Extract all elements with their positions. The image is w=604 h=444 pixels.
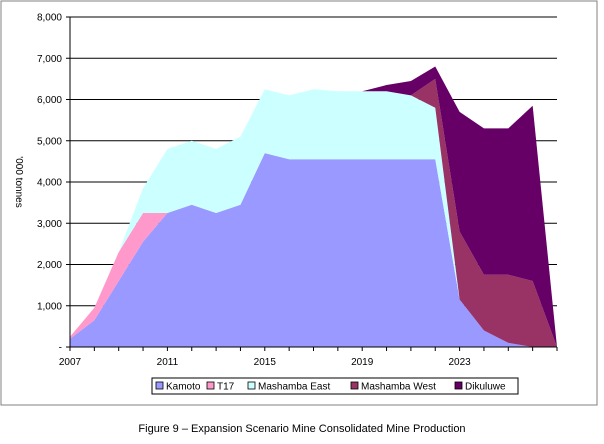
legend-swatch-mashamba-west (350, 381, 359, 390)
x-tick-label: 2007 (59, 357, 82, 368)
area-mashamba-west (70, 78, 557, 347)
area-series (70, 66, 557, 347)
area-mashamba-east (70, 89, 557, 347)
y-tick-label: 7,000 (37, 54, 62, 65)
legend: Kamoto T17 Mashamba East Mashamba West Dikul… (151, 377, 519, 395)
y-tick-label: 3,000 (37, 219, 62, 230)
legend-box (151, 377, 519, 395)
y-axis-label: '000 tonnes (13, 156, 24, 207)
legend-swatch-kamoto (155, 381, 164, 390)
legend-label: T17 (217, 382, 235, 393)
y-tick-label: 5,000 (37, 136, 62, 147)
legend-label: Kamoto (166, 382, 201, 393)
y-tick-label: 6,000 (37, 95, 62, 106)
legend-label: Mashamba East (258, 382, 330, 393)
y-tick-label: 8,000 (37, 13, 62, 24)
x-tick-labels: 2007 2011 2015 2019 2023 (59, 357, 471, 368)
legend-swatch-t17 (206, 381, 215, 390)
area-kamoto (70, 153, 557, 347)
y-tick-label: 2,000 (37, 260, 62, 271)
legend-swatch-dikuluwe (454, 381, 463, 390)
x-tick-label: 2023 (448, 357, 471, 368)
chart: - 1,000 2,000 3,000 4,000 5,000 6,000 7,000 8,00… (0, 0, 598, 406)
x-tick-label: 2011 (157, 357, 179, 368)
y-tick-labels: - 1,000 2,000 3,000 4,000 5,000 6,000 7,000 8,00… (37, 13, 62, 354)
x-tick-label: 2015 (254, 357, 277, 368)
axes (66, 16, 558, 351)
area-dikuluwe (70, 66, 557, 347)
legend-swatch-mashamba-east (247, 381, 256, 390)
legend-label: Dikuluwe (465, 382, 506, 393)
legend-label: Mashamba West (361, 382, 436, 393)
x-tick-label: 2019 (351, 357, 374, 368)
y-tick-label: - (59, 343, 62, 354)
y-tick-label: 1,000 (37, 301, 62, 312)
figure-caption: Figure 9 – Expansion Scenario Mine Conso… (138, 423, 466, 435)
y-tick-label: 4,000 (37, 178, 62, 189)
